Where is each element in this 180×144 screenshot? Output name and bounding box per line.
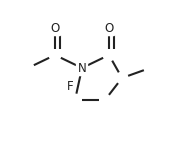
Text: O: O <box>104 21 114 35</box>
Text: N: N <box>78 61 86 74</box>
Text: O: O <box>50 21 60 35</box>
Text: F: F <box>67 79 73 92</box>
